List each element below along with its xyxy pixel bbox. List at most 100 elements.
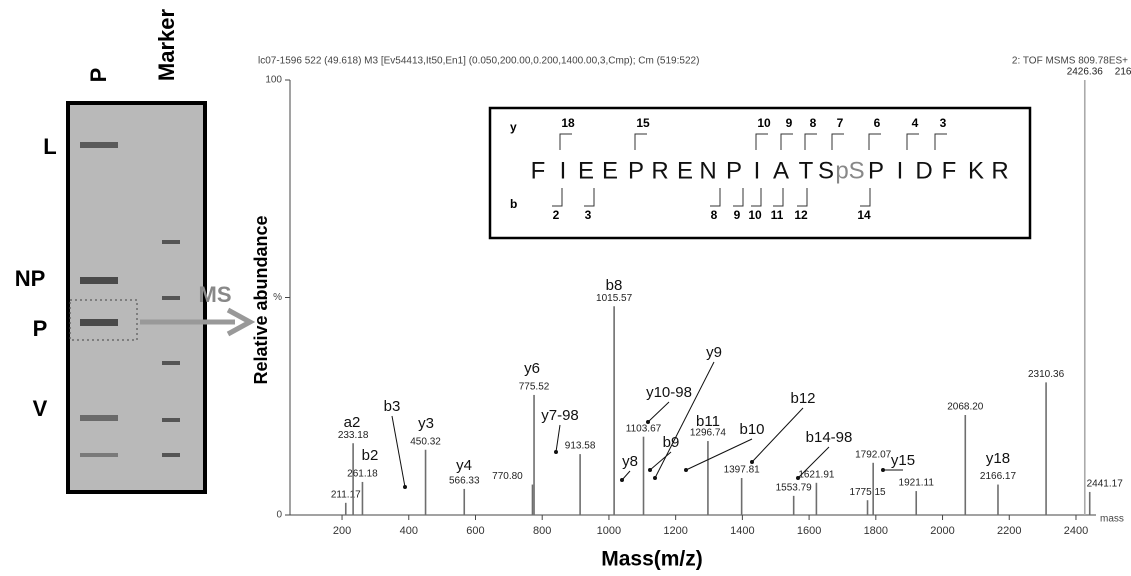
ion-label: b3 — [384, 398, 401, 415]
lane-label: P — [86, 68, 111, 83]
ion-arrow-head — [648, 468, 652, 472]
x-tick-label: 600 — [466, 525, 484, 537]
ion-arrow-head — [620, 478, 624, 482]
ion-arrow-head — [403, 485, 407, 489]
residue: E — [578, 157, 594, 184]
x-tick-label: 200 — [333, 525, 351, 537]
peak-label: 1397.81 — [724, 465, 761, 476]
ion-label: b9 — [663, 434, 680, 451]
ion-row-label: b — [510, 197, 517, 211]
residue: D — [915, 157, 932, 184]
residue: S — [818, 157, 834, 184]
y-ion: 8 — [810, 116, 817, 130]
ion-arrow-head — [881, 468, 885, 472]
x-tick-label: 2200 — [997, 525, 1021, 537]
peak-label: 1621.91 — [798, 469, 835, 480]
residue: pS — [835, 157, 864, 184]
ion-label: b12 — [790, 390, 815, 407]
x-tick-label: 1600 — [797, 525, 821, 537]
ion-label: b8 — [606, 277, 623, 294]
residue: I — [560, 157, 567, 184]
ion-label: y7-98 — [541, 407, 579, 424]
ion-label: y8 — [622, 453, 638, 470]
ion-label: b11 — [696, 413, 720, 430]
peak-label: 775.52 — [519, 382, 550, 393]
x-tick-label: 1000 — [597, 525, 621, 537]
ion-label: y10-98 — [646, 384, 692, 401]
ion-arrow — [648, 402, 669, 422]
band — [80, 277, 118, 284]
ion-arrow — [392, 416, 405, 487]
ion-arrow-head — [653, 476, 657, 480]
band — [162, 418, 180, 422]
b-ion: 12 — [794, 208, 808, 222]
residue: N — [699, 157, 716, 184]
x-tick-label: 1800 — [864, 525, 888, 537]
x-tick-label: 2000 — [930, 525, 954, 537]
band — [162, 240, 180, 244]
peak-label: 2310.36 — [1028, 369, 1065, 380]
ion-arrow — [556, 425, 560, 452]
peak-label: 2441.17 — [1087, 479, 1124, 490]
band — [162, 453, 180, 457]
residue: P — [726, 157, 742, 184]
page: MS P Marker L NP P V lc07-1596 522 (49.6… — [0, 0, 1131, 576]
y-ion: 4 — [912, 116, 919, 130]
ion-row-label: y — [510, 120, 517, 134]
band — [80, 142, 118, 148]
residue: P — [868, 157, 884, 184]
ion-arrow-head — [646, 420, 650, 424]
b-ion: 3 — [585, 208, 592, 222]
y-ion: 18 — [561, 116, 575, 130]
lane-label: Marker — [154, 8, 179, 81]
peak-label: 2166.17 — [980, 471, 1017, 482]
b-ion: 2 — [553, 208, 560, 222]
peak-label: 1553.79 — [776, 483, 813, 494]
peak-label: 566.33 — [449, 476, 480, 487]
band-label: V — [33, 396, 48, 421]
x-tick-label: 2400 — [1064, 525, 1088, 537]
x-tick-label: 400 — [400, 525, 418, 537]
y-ion: 15 — [636, 116, 650, 130]
band-label: NP — [15, 266, 46, 291]
residue: E — [677, 157, 693, 184]
residue: A — [773, 157, 789, 184]
y-ion: 3 — [940, 116, 947, 130]
residue: I — [754, 157, 761, 184]
y-ion: 7 — [837, 116, 844, 130]
residue: E — [602, 157, 618, 184]
b-ion: 14 — [857, 208, 871, 222]
residue: I — [897, 157, 904, 184]
residue: T — [799, 157, 814, 184]
band — [80, 415, 118, 421]
peak-label: 1921.11 — [899, 478, 935, 489]
y-ion: 9 — [786, 116, 793, 130]
ion-label: y9 — [706, 344, 722, 361]
peak-label: 261.18 — [347, 469, 378, 480]
b-ion: 10 — [748, 208, 762, 222]
peak-label: 770.80 — [492, 471, 523, 482]
y-tick-label: % — [273, 292, 282, 303]
y-ion: 10 — [757, 116, 771, 130]
band — [80, 453, 118, 457]
residue: R — [991, 157, 1008, 184]
residue: F — [531, 157, 546, 184]
ms-label: MS — [199, 282, 232, 307]
band — [162, 361, 180, 365]
ion-arrow-head — [750, 460, 754, 464]
peak-label: 1792.07 — [855, 449, 892, 460]
peak-label: 2426.36 — [1067, 67, 1104, 78]
ion-arrow-head — [796, 476, 800, 480]
residue: P — [628, 157, 644, 184]
gel-frame — [68, 103, 205, 492]
y-axis-title: Relative abundance — [251, 215, 271, 384]
band — [162, 296, 180, 300]
ion-label: b14-98 — [806, 429, 853, 446]
x-tick-label: 800 — [533, 525, 551, 537]
ion-label: y6 — [524, 360, 540, 377]
peak-extra: 216 — [1115, 67, 1131, 78]
residue: K — [968, 157, 984, 184]
ion-arrow-head — [684, 468, 688, 472]
peak-label: 1775.15 — [849, 487, 886, 498]
band — [80, 319, 118, 326]
